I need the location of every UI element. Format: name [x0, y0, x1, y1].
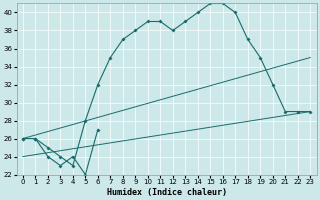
X-axis label: Humidex (Indice chaleur): Humidex (Indice chaleur) [107, 188, 227, 197]
